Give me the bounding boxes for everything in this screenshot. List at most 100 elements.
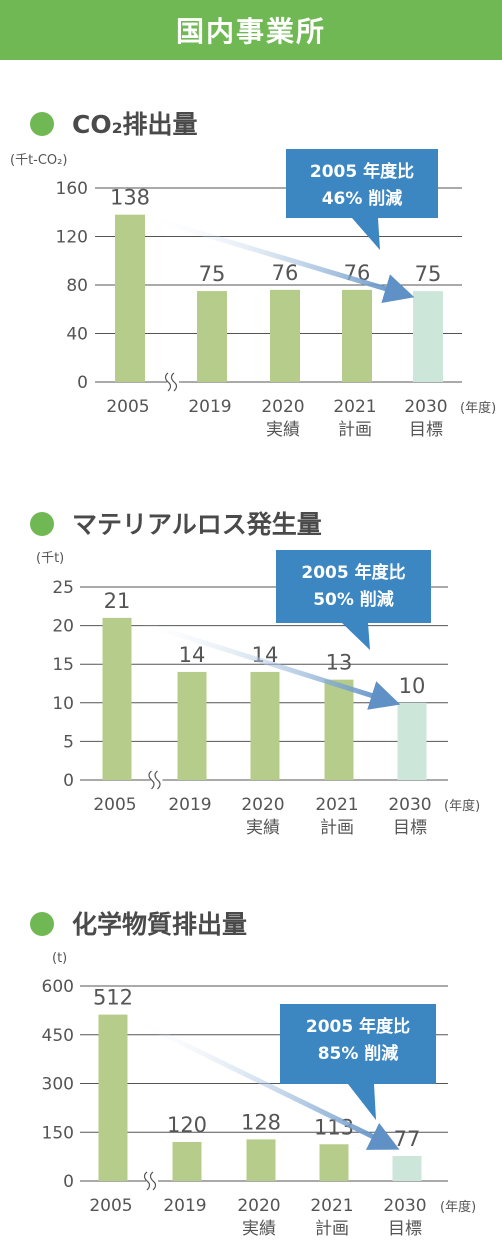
category-label: 2030 (383, 1196, 426, 1216)
bar-2030 (392, 1155, 422, 1181)
value-label: 76 (272, 261, 299, 285)
value-label: 75 (415, 262, 442, 286)
chart-title: CO₂排出量 (72, 110, 198, 139)
y-tick-label: 10 (52, 694, 74, 714)
y-tick-label: 0 (63, 771, 74, 791)
callout-line-2: 46% 削減 (322, 188, 403, 209)
category-label: 2019 (163, 1196, 206, 1216)
reduction-callout (286, 149, 438, 250)
category-label: 2030 (388, 795, 431, 815)
y-tick-label: 0 (77, 373, 88, 393)
bar-2019 (172, 1142, 202, 1181)
material-loss-chart: マテリアルロス発生量(千t)05101520252120051420191420… (30, 510, 480, 838)
title-bullet-icon (30, 112, 54, 136)
value-label: 21 (104, 589, 131, 613)
category-sublabel: 計画 (315, 1219, 349, 1239)
y-tick-label: 450 (42, 1026, 74, 1046)
x-unit-label: (年度) (444, 798, 480, 814)
value-label: 13 (326, 651, 353, 675)
y-unit-label: (千t-CO₂) (10, 153, 67, 168)
value-label: 14 (179, 643, 206, 667)
co2-emissions-chart: CO₂排出量 (千t-CO₂) 0 40 80 120 160 138 2005 75 2019 76… (10, 110, 496, 440)
axis-break-mark (143, 1171, 151, 1191)
header-banner: 国内事業所 (0, 0, 502, 60)
category-label: 2019 (168, 795, 211, 815)
y-tick-label: 25 (52, 578, 74, 598)
y-tick-label: 5 (63, 732, 74, 752)
bar-2020 (250, 671, 280, 780)
category-label: 2021 (333, 397, 376, 417)
bar-2021 (342, 289, 372, 382)
y-tick-label: 15 (52, 655, 74, 675)
bar-2021 (324, 679, 354, 780)
category-label: 2020 (241, 795, 284, 815)
callout-line-2: 50% 削減 (313, 589, 394, 610)
value-label: 138 (110, 186, 150, 210)
y-unit-label: (千t) (36, 551, 64, 566)
y-tick-label: 20 (52, 617, 74, 637)
y-unit-label: (t) (52, 951, 67, 966)
value-label: 75 (199, 262, 226, 286)
title-bullet-icon (30, 912, 54, 936)
category-label: 2005 (89, 1196, 132, 1216)
bar-2030 (413, 291, 443, 382)
category-sublabel: 目標 (393, 818, 427, 838)
chart-title: マテリアルロス発生量 (72, 510, 322, 539)
callout-line-1: 2005 年度比 (306, 1016, 410, 1037)
title-bullet-icon (30, 512, 54, 536)
category-sublabel: 計画 (320, 818, 354, 838)
x-unit-label: (年度) (460, 400, 496, 416)
category-label: 2020 (237, 1196, 280, 1216)
category-sublabel: 実績 (246, 818, 280, 838)
callout-line-1: 2005 年度比 (310, 161, 414, 182)
category-label: 2021 (315, 795, 358, 815)
bar-2005 (102, 617, 132, 780)
value-label: 120 (167, 1113, 207, 1137)
bar-2019 (177, 671, 207, 780)
category-sublabel: 目標 (388, 1219, 422, 1239)
x-unit-label: (年度) (440, 1199, 476, 1215)
category-sublabel: 実績 (266, 420, 300, 440)
y-tick-label: 160 (56, 179, 88, 199)
axis-break-mark (149, 1171, 157, 1191)
axis-break-mark (154, 770, 161, 790)
y-tick-label: 0 (63, 1172, 74, 1192)
y-tick-label: 300 (42, 1075, 74, 1095)
callout-line-2: 85% 削減 (318, 1043, 399, 1064)
chart-title: 化学物質排出量 (72, 910, 247, 939)
value-label: 128 (241, 1110, 281, 1134)
y-tick-label: 80 (66, 276, 88, 296)
axis-break-mark (148, 770, 155, 790)
bar-2030 (397, 702, 427, 780)
bar-2020 (270, 289, 300, 382)
y-tick-label: 40 (66, 325, 88, 345)
bar-2005 (98, 1014, 128, 1181)
chemical-emissions-chart: 化学物質排出量 (t) 0 150 300 450 600 512 2005 120 2019 128… (30, 910, 476, 1239)
reduction-trend-arrow (126, 1014, 400, 1150)
reduction-trend-arrow (144, 214, 415, 304)
category-label: 2019 (188, 397, 231, 417)
value-label: 512 (93, 986, 133, 1010)
category-label: 2021 (310, 1196, 353, 1216)
category-label: 2020 (261, 397, 304, 417)
reduction-callout (280, 1004, 436, 1120)
reduction-callout (276, 550, 431, 650)
category-sublabel: 目標 (409, 420, 443, 440)
axis-break-mark (170, 372, 178, 392)
reduction-trend-arrow (130, 617, 401, 710)
y-tick-label: 600 (42, 977, 74, 997)
category-label: 2005 (106, 397, 149, 417)
category-label: 2030 (404, 397, 447, 417)
y-tick-label: 150 (42, 1123, 74, 1143)
bar-2005 (115, 214, 145, 382)
bar-2020 (246, 1139, 276, 1181)
bar-2019 (197, 291, 227, 382)
value-label: 77 (394, 1127, 421, 1151)
header-title: 国内事業所 (175, 15, 326, 48)
category-label: 2005 (93, 795, 136, 815)
callout-line-1: 2005 年度比 (301, 562, 405, 583)
bar-2021 (319, 1144, 349, 1181)
value-label: 10 (399, 674, 426, 698)
axis-break-mark (164, 372, 172, 392)
y-tick-label: 120 (56, 228, 88, 248)
